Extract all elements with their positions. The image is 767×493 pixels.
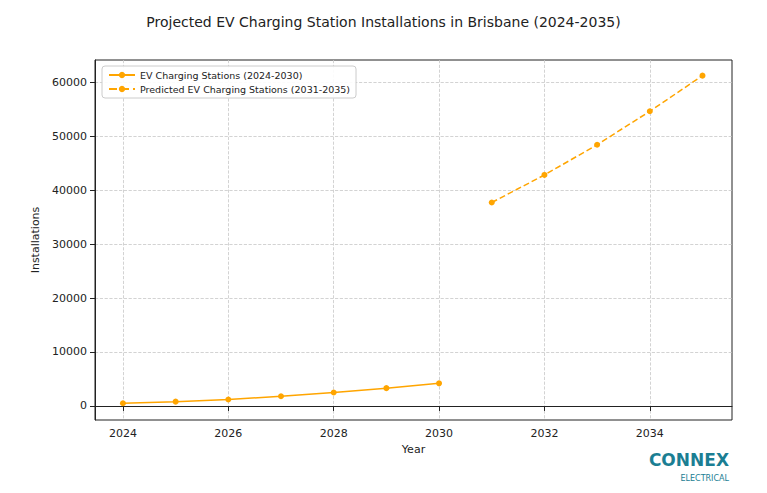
svg-text:ELECTRICAL: ELECTRICAL xyxy=(681,474,730,483)
svg-text:2024: 2024 xyxy=(109,427,137,440)
svg-text:Predicted EV Charging Stations: Predicted EV Charging Stations (2031-203… xyxy=(140,84,350,95)
svg-text:10000: 10000 xyxy=(52,345,87,358)
svg-text:Year: Year xyxy=(401,443,426,456)
svg-text:2026: 2026 xyxy=(214,427,242,440)
svg-text:2034: 2034 xyxy=(636,427,664,440)
svg-text:60000: 60000 xyxy=(52,76,87,89)
svg-text:2032: 2032 xyxy=(530,427,558,440)
svg-text:Installations: Installations xyxy=(29,206,42,273)
svg-text:2028: 2028 xyxy=(320,427,348,440)
svg-text:50000: 50000 xyxy=(52,130,87,143)
svg-text:2030: 2030 xyxy=(425,427,453,440)
svg-text:CONNEX: CONNEX xyxy=(649,450,729,470)
svg-text:0: 0 xyxy=(80,399,87,412)
svg-text:Projected EV Charging Station: Projected EV Charging Station Installati… xyxy=(146,14,620,30)
svg-text:40000: 40000 xyxy=(52,184,87,197)
svg-text:30000: 30000 xyxy=(52,238,87,251)
svg-text:EV Charging Stations (2024-203: EV Charging Stations (2024-2030) xyxy=(140,70,302,81)
svg-text:20000: 20000 xyxy=(52,292,87,305)
